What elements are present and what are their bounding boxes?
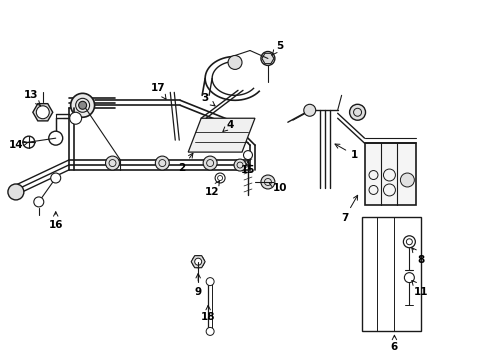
Text: 17: 17 [151,84,166,99]
Polygon shape [262,53,273,64]
Circle shape [404,273,413,283]
Text: 14: 14 [9,140,29,150]
Text: 16: 16 [48,212,63,230]
Circle shape [51,173,61,183]
Circle shape [34,197,44,207]
Circle shape [206,328,214,336]
Text: 7: 7 [340,195,357,223]
Text: 12: 12 [204,181,219,197]
Text: 18: 18 [201,305,215,323]
Text: 11: 11 [411,280,427,297]
Circle shape [49,131,62,145]
Bar [364,143,415,205]
Bar [361,217,421,332]
Circle shape [261,175,274,189]
Circle shape [215,173,224,183]
Circle shape [79,101,86,109]
Circle shape [227,55,242,69]
Text: 4: 4 [223,120,233,131]
Circle shape [8,184,24,200]
Circle shape [105,156,119,170]
Text: 5: 5 [271,41,283,55]
Text: 3: 3 [201,93,215,106]
Text: 6: 6 [390,335,397,352]
Text: 15: 15 [240,161,255,175]
Circle shape [23,136,35,148]
Circle shape [194,258,201,265]
Circle shape [400,173,413,187]
Circle shape [203,156,217,170]
Circle shape [303,104,315,116]
Circle shape [261,51,274,66]
Circle shape [403,236,414,248]
Text: 13: 13 [23,90,40,105]
Text: 10: 10 [268,183,286,193]
Circle shape [206,278,214,285]
Polygon shape [188,118,254,152]
Circle shape [192,256,203,268]
Circle shape [71,93,94,117]
Polygon shape [191,256,205,268]
Circle shape [349,104,365,120]
Polygon shape [33,104,53,121]
Circle shape [243,150,252,159]
Text: 8: 8 [411,248,424,265]
Text: 2: 2 [178,153,193,173]
Circle shape [155,156,169,170]
Text: 9: 9 [194,274,202,297]
Text: 1: 1 [334,144,358,160]
Circle shape [36,106,49,119]
Circle shape [69,112,81,124]
Circle shape [234,159,245,171]
